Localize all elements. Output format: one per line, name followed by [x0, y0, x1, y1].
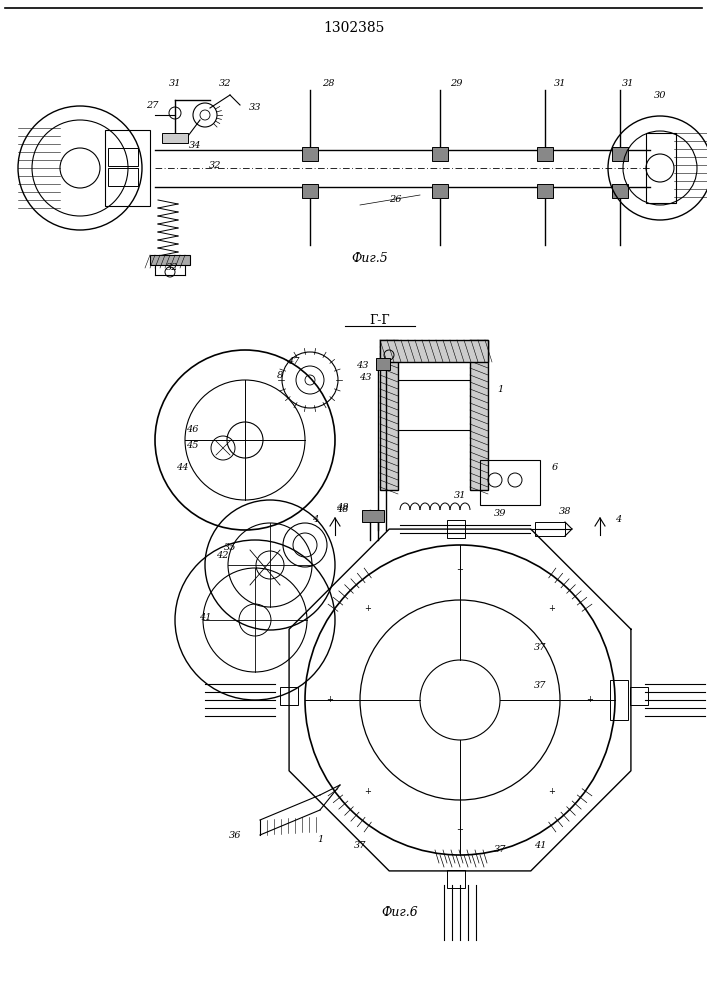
Text: 32: 32	[209, 160, 221, 169]
Bar	[480, 460, 540, 505]
Text: 43: 43	[356, 360, 368, 369]
Bar	[612, 147, 628, 161]
Text: 38: 38	[559, 508, 571, 516]
Bar	[537, 184, 553, 198]
Bar	[108, 168, 138, 186]
Text: +: +	[327, 696, 334, 704]
Text: 45: 45	[186, 440, 198, 450]
Bar	[447, 870, 465, 888]
Text: 37: 37	[534, 680, 547, 690]
Text: 8: 8	[277, 370, 283, 379]
Text: 32: 32	[165, 263, 178, 272]
Text: 37: 37	[493, 846, 506, 854]
Bar	[150, 255, 190, 265]
Text: Г-Г: Г-Г	[370, 314, 390, 326]
Text: 30: 30	[654, 91, 666, 100]
Bar	[362, 510, 384, 522]
Text: 44: 44	[176, 464, 188, 473]
Bar	[380, 340, 488, 362]
Text: 37: 37	[354, 840, 366, 850]
Text: 35: 35	[223, 544, 236, 552]
Bar	[470, 340, 488, 490]
Text: 27: 27	[146, 101, 158, 109]
Bar	[646, 133, 676, 203]
Text: 1: 1	[497, 385, 503, 394]
Text: +: +	[365, 787, 371, 796]
Text: 43: 43	[358, 373, 371, 382]
Text: Фиг.6: Фиг.6	[382, 906, 419, 918]
Text: +: +	[457, 826, 463, 834]
Text: 41: 41	[199, 613, 211, 622]
Text: +: +	[549, 604, 556, 613]
Text: +: +	[365, 604, 371, 613]
Bar	[162, 133, 188, 143]
Text: 28: 28	[322, 79, 334, 88]
Text: 4: 4	[312, 516, 318, 524]
Text: 31: 31	[169, 79, 181, 88]
Bar	[612, 184, 628, 198]
Bar	[535, 522, 565, 536]
Text: +: +	[457, 566, 463, 574]
Bar	[610, 680, 628, 720]
Bar	[376, 358, 390, 370]
Text: 6: 6	[552, 462, 558, 472]
Text: 46: 46	[186, 426, 198, 434]
Text: 1302385: 1302385	[323, 21, 385, 35]
Bar	[630, 687, 648, 705]
Bar	[447, 520, 465, 538]
Text: 26: 26	[389, 196, 402, 205]
Text: 37: 37	[534, 644, 547, 652]
Text: 29: 29	[450, 79, 462, 88]
Text: Фиг.5: Фиг.5	[351, 251, 388, 264]
Text: 4: 4	[615, 516, 621, 524]
Text: 47: 47	[287, 358, 299, 366]
Text: 48: 48	[336, 506, 349, 514]
Text: 31: 31	[454, 490, 466, 499]
Bar	[302, 184, 318, 198]
Bar	[537, 147, 553, 161]
Text: 39: 39	[493, 508, 506, 518]
Bar	[105, 130, 150, 206]
Text: 41: 41	[534, 840, 547, 850]
Text: 36: 36	[229, 830, 241, 840]
Bar	[302, 147, 318, 161]
Bar	[432, 147, 448, 161]
Bar	[432, 184, 448, 198]
Bar	[108, 148, 138, 166]
Text: 31: 31	[554, 79, 566, 88]
Text: +: +	[587, 696, 593, 704]
Bar	[280, 687, 298, 705]
Text: 31: 31	[621, 79, 634, 88]
Bar	[380, 340, 398, 490]
Text: 48: 48	[336, 504, 349, 512]
Text: 42: 42	[216, 550, 228, 560]
Text: 33: 33	[249, 103, 262, 111]
Text: +: +	[549, 787, 556, 796]
Text: 32: 32	[218, 79, 231, 88]
Text: 1: 1	[317, 836, 323, 844]
Text: 34: 34	[189, 140, 201, 149]
